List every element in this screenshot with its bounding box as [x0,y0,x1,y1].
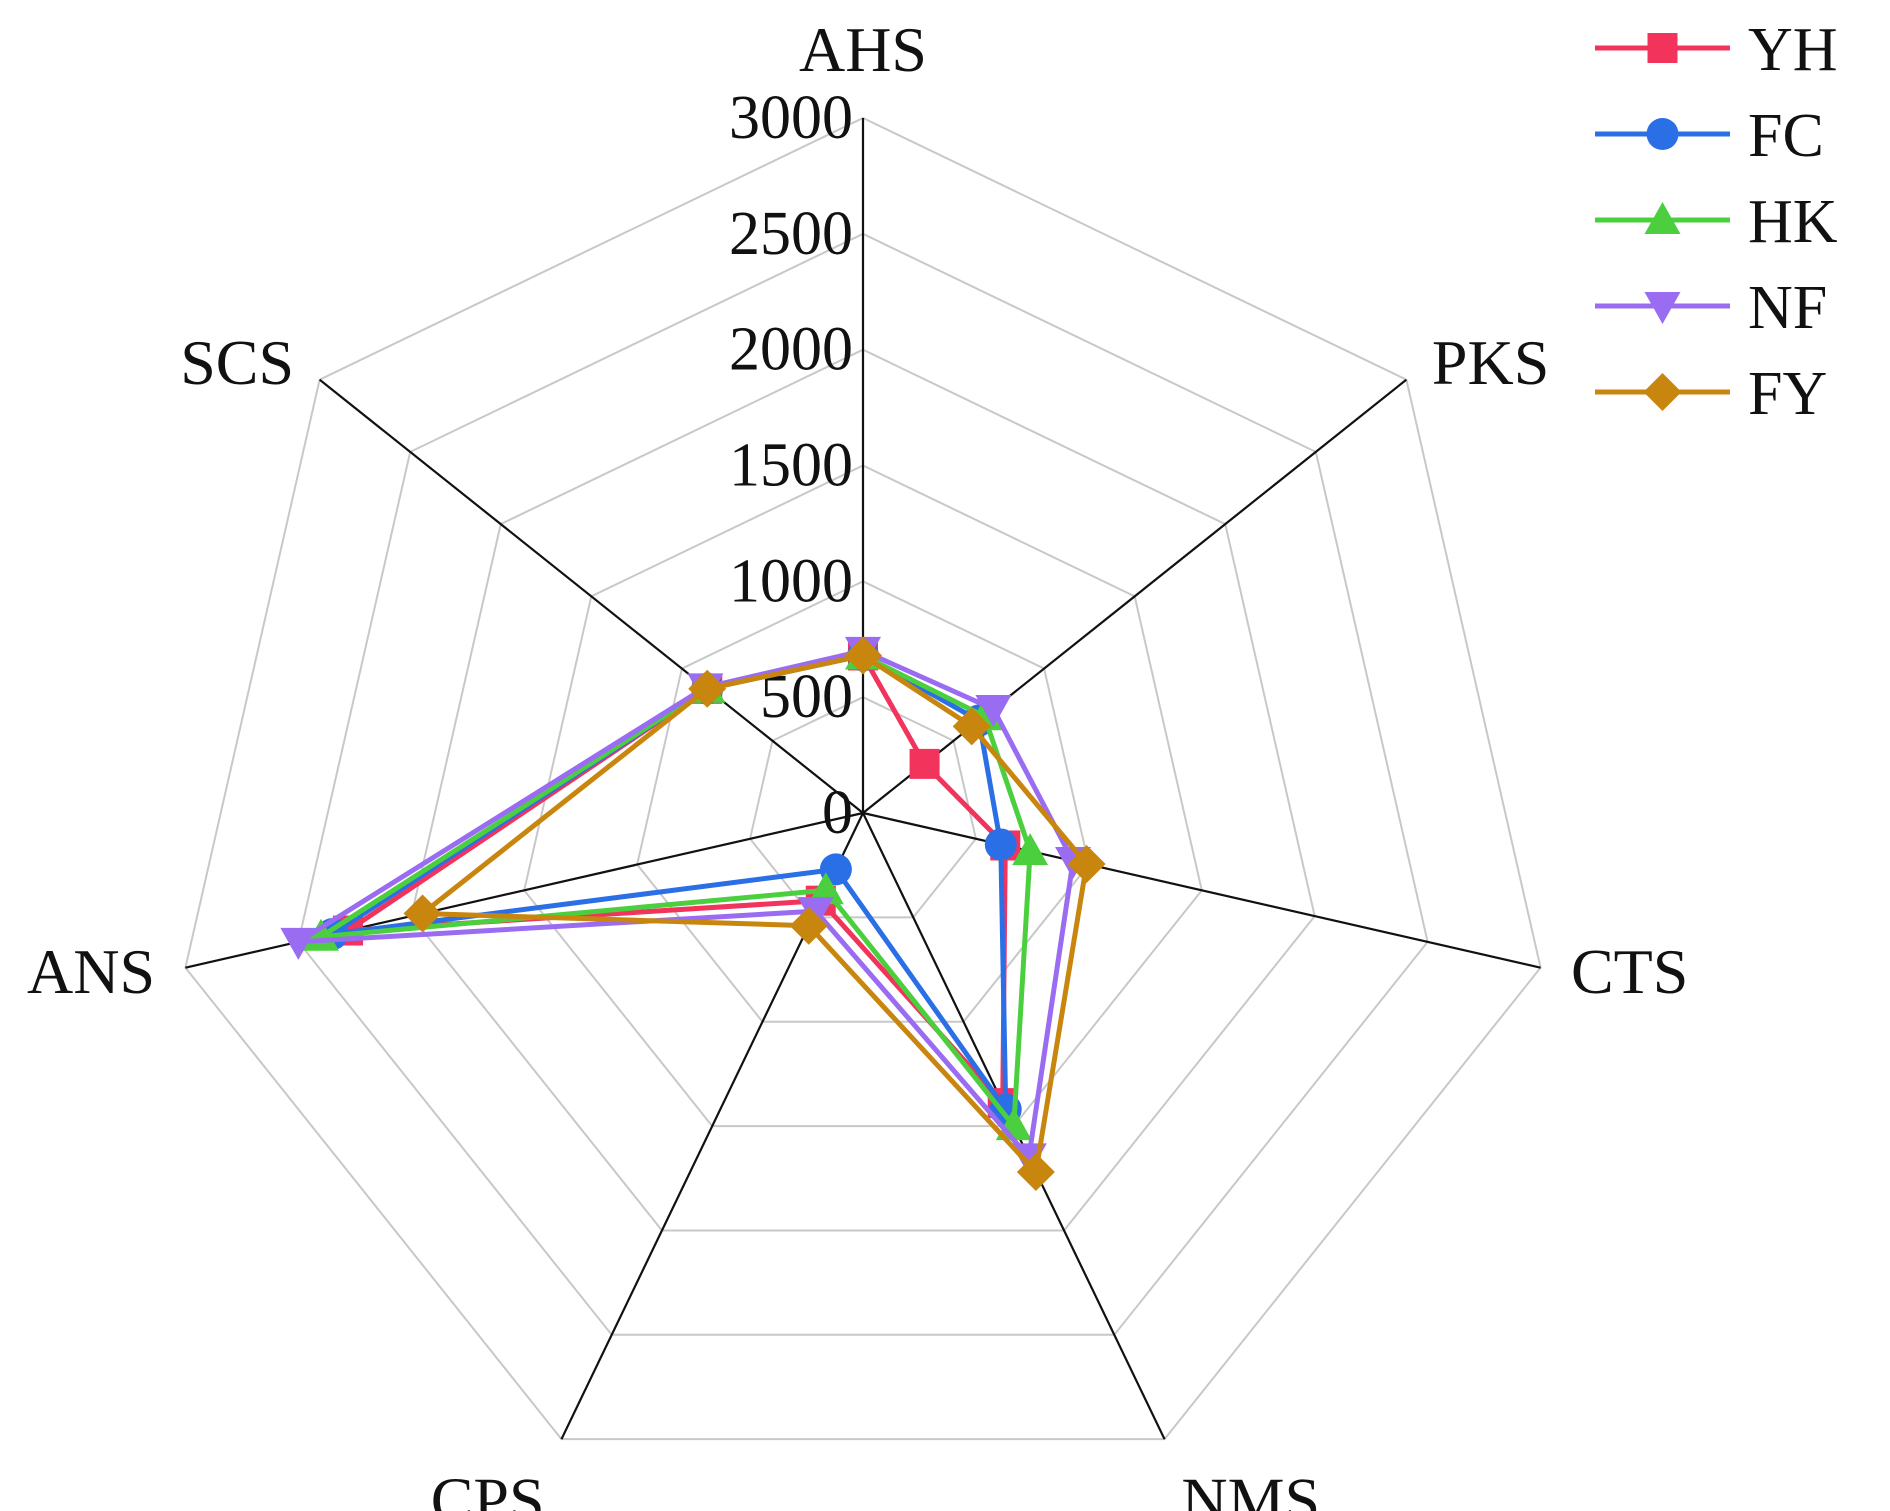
data-point-fy-nms [1016,1153,1055,1192]
tick-label-1000: 1000 [729,547,853,615]
axis-label-pks: PKS [1432,327,1549,398]
axis-label-cps: CPS [431,1465,545,1511]
legend-label-fc: FC [1748,102,1824,170]
grid-ring-1500 [523,464,1203,1128]
data-point-hk-cps [807,872,844,905]
legend-label-yh: YH [1748,16,1838,84]
data-point-fy-cps [789,906,828,945]
legend-item-nf: NF [1595,274,1827,342]
series-line-yh [345,652,1008,1106]
spoke-scs [318,378,864,814]
grid-ring-500 [748,696,978,919]
axis-labels: AHS PKS CTS NMS CPS ANS SCS [27,14,1688,1511]
grid-ring-2000 [410,348,1316,1232]
data-point-hk-cts [1012,833,1049,866]
data-point-fy-pks [952,707,991,746]
radar-grid [184,116,1542,1441]
tick-label-2000: 2000 [729,316,853,384]
legend-item-hk: HK [1595,188,1838,256]
axis-label-nms: NMS [1181,1465,1320,1511]
series-layer [280,636,1106,1192]
series-line-fy [420,652,1090,1175]
axis-label-ahs: AHS [799,14,927,85]
legend-label-hk: HK [1748,188,1838,256]
legend-label-fy: FY [1748,360,1827,428]
tick-label-1500: 1500 [729,432,853,500]
series-line-hk [318,652,1033,1129]
data-point-nf-ans [280,927,317,960]
axis-label-ans: ANS [27,936,155,1007]
data-point-nf-pks [975,695,1012,728]
legend: YH FC HK NF FY [1595,16,1838,428]
spoke-cts [862,811,1541,969]
legend-item-yh: YH [1595,16,1838,84]
legend-label-nf: NF [1748,274,1827,342]
data-point-yh-pks [909,748,940,779]
axis-label-cts: CTS [1571,936,1688,1007]
series-line-nf [295,648,1076,1160]
data-point-fy-ahs [844,636,882,675]
grid-ring-1000 [636,580,1090,1023]
data-point-nf-cps [797,897,834,930]
data-point-fy-cts [1067,845,1106,884]
legend-marker-yh [1647,33,1678,63]
radar-spokes [185,118,1541,1440]
spoke-pks [862,378,1408,814]
data-point-fc-cts [984,828,1017,861]
legend-marker-nf [1644,292,1681,324]
tick-label-3000: 3000 [729,84,853,152]
legend-marker-hk [1644,202,1681,234]
legend-item-fy: FY [1595,360,1827,428]
data-point-fy-scs [688,669,727,708]
legend-marker-fc [1646,118,1679,150]
axis-label-scs: SCS [180,327,294,398]
series-fy [403,636,1106,1192]
tick-label-0: 0 [822,779,853,847]
grid-ring-3000 [184,116,1542,1441]
legend-item-fc: FC [1595,102,1824,170]
data-point-fy-ans [403,894,442,933]
legend-marker-fy [1643,373,1682,411]
grid-ring-2500 [297,232,1429,1336]
tick-label-2500: 2500 [729,200,853,268]
